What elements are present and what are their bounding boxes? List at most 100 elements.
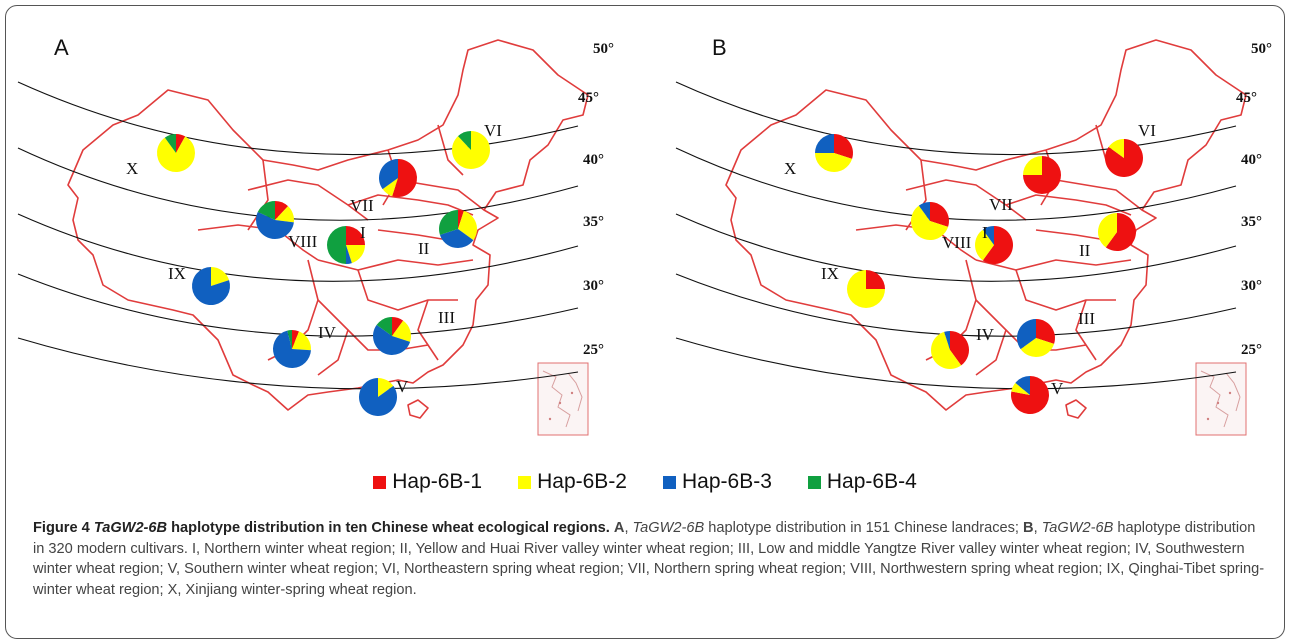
latitude-label: 35° [583, 214, 604, 230]
caption-b-gene: TaGW2-6B [1041, 520, 1114, 536]
legend: Hap-6B-1 Hap-6B-2 Hap-6B-3 Hap-6B-4 [0, 470, 1290, 494]
region-iii-pie [1016, 319, 1055, 357]
pie-slice-hap-6b-2 [156, 136, 195, 173]
pie-slice-hap-6b-2 [382, 178, 398, 197]
pie-slice-hap-6b-4 [327, 226, 346, 264]
legend-swatch-yellow [518, 475, 532, 489]
region-label: VIII [288, 232, 318, 251]
region-ix-pie [191, 267, 230, 305]
latitude-line [17, 147, 579, 221]
pie-slice-hap-6b-1 [176, 134, 186, 153]
latitude-label: 30° [1241, 278, 1262, 294]
pie-slice-hap-6b-3 [1016, 319, 1036, 350]
caption-b-text: haplotype distribution in 320 modern cul… [33, 520, 1265, 598]
region-label: X [126, 159, 138, 178]
caption-a-gene: TaGW2-6B [632, 520, 705, 536]
pie-slice-hap-6b-3 [272, 330, 311, 369]
region-label: III [1078, 309, 1095, 328]
region-label: III [438, 308, 455, 327]
pie-slice-hap-6b-1 [346, 226, 365, 245]
latitude-line [675, 147, 1237, 221]
pie-slice-hap-6b-2 [847, 270, 885, 308]
latitude-line [675, 337, 1237, 390]
pie-slice-hap-6b-4 [439, 210, 458, 235]
pie-slice-hap-6b-1 [834, 134, 853, 159]
caption-a-letter: A [613, 520, 625, 536]
legend-label: Hap-6B-3 [682, 470, 772, 493]
pie-slice-hap-6b-3 [982, 226, 994, 245]
pie-slice-hap-6b-2 [392, 320, 411, 342]
pie-slice-hap-6b-1 [292, 330, 299, 349]
region-vii-pie [1023, 156, 1061, 194]
region-label: II [1079, 241, 1091, 260]
pie-slice-hap-6b-3 [372, 324, 411, 356]
pie-slice-hap-6b-2 [1020, 338, 1055, 357]
region-label: IX [168, 264, 186, 283]
latitude-label: 40° [1241, 152, 1262, 168]
pie-slice-hap-6b-1 [458, 210, 464, 229]
pie-slice-hap-6b-2 [292, 331, 311, 351]
pie-slice-hap-6b-1 [275, 201, 289, 220]
pie-slice-hap-6b-2 [211, 267, 230, 286]
region-x-pie [815, 134, 853, 172]
pie-slice-hap-6b-2 [378, 378, 394, 397]
caption-a-text: haplotype distribution in 151 Chinese la… [704, 520, 1019, 536]
region-ix-pie [847, 270, 885, 308]
latitude-label: 45° [578, 90, 599, 106]
region-label: IV [976, 325, 995, 344]
region-label: V [1051, 379, 1064, 398]
legend-label: Hap-6B-2 [537, 470, 627, 493]
latitude-label: 30° [583, 278, 604, 294]
pie-slice-hap-6b-3 [191, 267, 230, 305]
region-label: II [418, 239, 430, 258]
region-v-pie [1011, 376, 1050, 414]
pie-slice-hap-6b-3 [918, 202, 930, 221]
legend-swatch-blue [663, 475, 676, 489]
pie-slice-hap-6b-2 [1023, 156, 1042, 175]
china-map-outline [67, 39, 589, 419]
legend-item-hap-6b-3: Hap-6B-3 [663, 470, 772, 494]
region-ii-pie [439, 210, 477, 248]
pie-slice-hap-6b-2 [1097, 213, 1117, 248]
pie-slice-hap-6b-3 [1015, 376, 1030, 395]
pie-slice-hap-6b-2 [1108, 139, 1124, 158]
legend-swatch-green [807, 475, 821, 489]
region-ii-pie [1097, 213, 1136, 251]
pie-slice-hap-6b-4 [457, 130, 471, 150]
region-v-pie [359, 378, 398, 416]
region-label: IX [821, 264, 839, 283]
region-label: I [982, 223, 988, 242]
caption-b-letter: B [1023, 520, 1034, 536]
legend-item-hap-6b-4: Hap-6B-4 [807, 470, 917, 494]
region-label: VIII [942, 233, 972, 252]
pie-slice-hap-6b-3 [346, 245, 352, 264]
legend-swatch-red [373, 475, 387, 489]
latitude-label: 50° [1251, 41, 1272, 57]
region-vi-pie [1104, 139, 1143, 178]
pie-slice-hap-6b-2 [1011, 382, 1030, 395]
legend-item-hap-6b-2: Hap-6B-2 [518, 470, 627, 494]
latitude-label: 25° [583, 342, 604, 358]
region-i-pie [974, 226, 1013, 265]
latitude-label: 35° [1241, 214, 1262, 230]
region-label: VI [484, 121, 502, 140]
region-label: VII [350, 196, 374, 215]
pie-slice-hap-6b-1 [950, 331, 970, 366]
pie-slice-hap-6b-3 [815, 134, 834, 153]
legend-label: Hap-6B-1 [392, 470, 483, 493]
latitude-label: 25° [1241, 342, 1262, 358]
pie-slice-hap-6b-1 [930, 202, 949, 227]
pie-slice-hap-6b-2 [451, 131, 490, 169]
pie-slice-hap-6b-3 [255, 211, 294, 240]
pie-slice-hap-6b-2 [458, 210, 477, 241]
latitude-line [675, 213, 1237, 282]
pie-slice-hap-6b-3 [378, 159, 398, 190]
latitude-line [675, 81, 1237, 156]
region-viii-pie [255, 201, 295, 240]
pie-slice-hap-6b-2 [930, 331, 962, 370]
region-vi-pie [451, 130, 490, 169]
caption-title: Figure 4 TaGW2-6B haplotype distribution… [33, 520, 610, 536]
pie-slice-hap-6b-3 [439, 229, 474, 248]
